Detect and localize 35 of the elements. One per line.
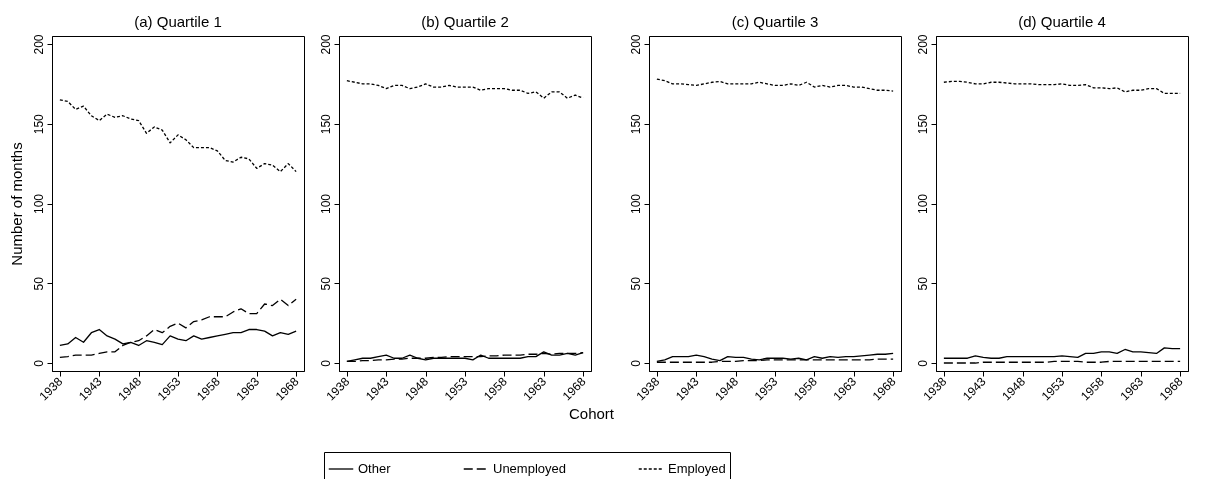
y-tick-label: 50	[31, 276, 46, 291]
line-series	[943, 80, 1181, 95]
legend-label: Unemployed	[493, 461, 566, 476]
y-tick-label: 200	[628, 34, 643, 55]
chart-title: (d) Quartile 4	[1018, 12, 1106, 30]
line-series	[59, 99, 297, 173]
y-tick-label: 100	[318, 193, 333, 215]
y-tick-label: 150	[31, 113, 46, 135]
y-tick-label: 100	[31, 193, 46, 215]
y-tick-label: 200	[915, 34, 930, 55]
legend-label: Employed	[668, 461, 726, 476]
y-tick-label: 0	[318, 359, 333, 367]
line-series	[656, 78, 894, 92]
y-tick-label: 150	[318, 113, 333, 135]
chart-title: (c) Quartile 3	[731, 12, 819, 30]
y-tick-label: 200	[31, 34, 46, 55]
line-series	[943, 347, 1181, 359]
y-tick-label: 150	[915, 113, 930, 135]
chart-title: (b) Quartile 2	[421, 12, 509, 30]
y-tick-label: 150	[628, 113, 643, 135]
y-tick-label: 50	[628, 276, 643, 291]
y-tick-label: 0	[628, 359, 643, 367]
y-tick-label: 0	[31, 359, 46, 367]
chart-title: (a) Quartile 1	[134, 12, 222, 30]
y-tick-label: 200	[318, 34, 333, 55]
legend-label: Other	[358, 461, 392, 476]
y-tick-label: 100	[915, 193, 930, 215]
line-series	[59, 298, 297, 359]
y-tick-label: 50	[915, 276, 930, 291]
y-tick-label: 0	[915, 359, 930, 367]
y-tick-label: 50	[318, 276, 333, 291]
x-axis-title: Cohort	[568, 404, 615, 422]
line-series	[346, 80, 584, 99]
y-tick-label: 100	[628, 193, 643, 215]
y-axis-title: Number of months	[7, 142, 25, 266]
